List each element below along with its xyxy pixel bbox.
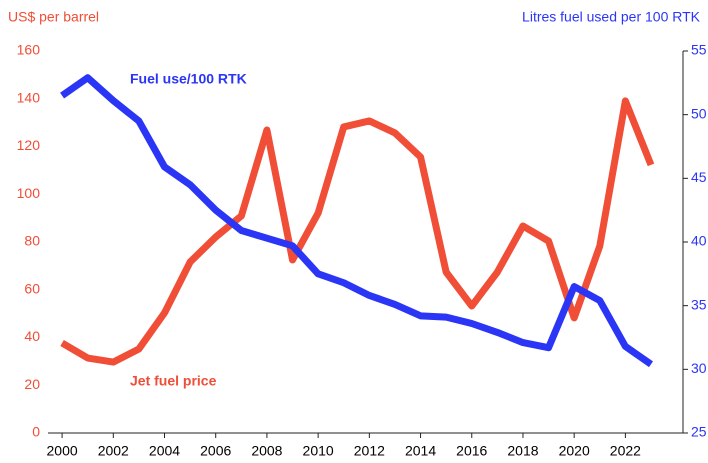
y2-tick-label: 40 [691,233,707,249]
y-tick-label: 160 [17,42,41,58]
annotation: Fuel use/100 RTK [130,71,247,87]
x-tick-label: 2020 [559,443,590,459]
y2-tick-label: 35 [691,296,707,312]
annotation: Jet fuel price [130,373,217,389]
x-tick-label: 2010 [303,443,334,459]
series-line [60,74,653,368]
y2-tick-label: 30 [691,360,707,376]
y2-tick-label: 25 [691,424,707,440]
y-tick-label: 100 [17,185,41,201]
y2-tick-label: 50 [691,105,707,121]
y-axis-title: US$ per barrel [8,9,99,25]
x-tick-label: 2012 [354,443,385,459]
x-tick-label: 2018 [507,443,538,459]
y2-tick-label: 55 [691,42,707,58]
x-tick-label: 2006 [200,443,231,459]
y-tick-label: 40 [24,328,40,344]
y-tick-label: 60 [24,280,40,296]
x-tick-label: 2004 [149,443,180,459]
x-tick-label: 2014 [405,443,436,459]
x-tick-label: 2022 [610,443,641,459]
x-tick-label: 2008 [251,443,282,459]
series-line [60,97,655,366]
y-tick-label: 140 [17,89,41,105]
y-tick-label: 120 [17,137,41,153]
y-tick-label: 0 [32,424,40,440]
x-tick-label: 2016 [456,443,487,459]
y-tick-label: 80 [24,233,40,249]
y2-tick-label: 45 [691,169,707,185]
y-tick-label: 20 [24,376,40,392]
y2-axis-title: Litres fuel used per 100 RTK [522,9,701,25]
x-tick-label: 2002 [98,443,129,459]
x-tick-label: 2000 [47,443,78,459]
